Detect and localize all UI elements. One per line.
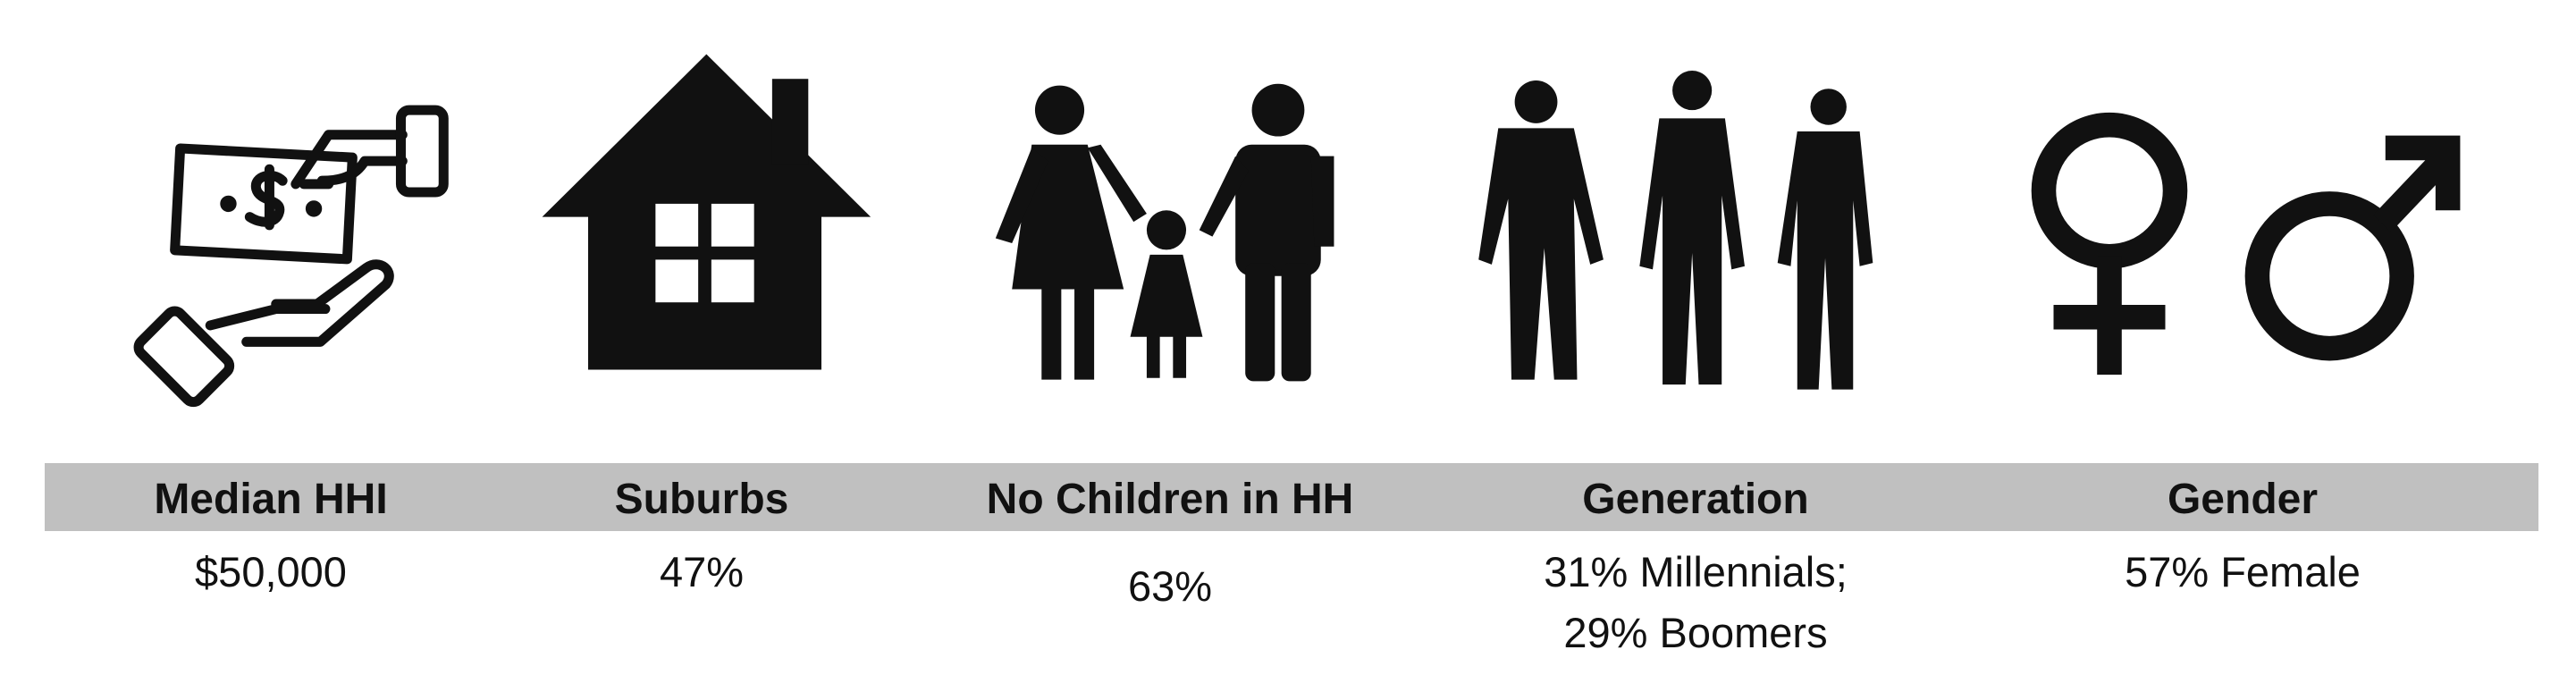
gender-icon — [2031, 112, 2461, 376]
icons — [133, 54, 2461, 408]
heading: Median HHI — [154, 476, 387, 523]
money-icon — [133, 105, 449, 408]
value: 29% Boomers — [1563, 609, 1827, 656]
house-icon — [542, 54, 871, 370]
generation-icon — [1478, 71, 1873, 390]
value: 63% — [1128, 562, 1212, 610]
family-icon — [995, 83, 1334, 382]
heading: Gender — [2168, 476, 2318, 523]
heading: No Children in HH — [987, 476, 1354, 523]
header-band — [45, 463, 2538, 531]
value: 57% Female — [2125, 548, 2361, 595]
value: $50,000 — [195, 548, 347, 595]
value: 31% Millennials; — [1544, 548, 1848, 595]
heading: Generation — [1582, 476, 1808, 523]
value: 47% — [660, 548, 744, 595]
heading: Suburbs — [615, 476, 789, 523]
